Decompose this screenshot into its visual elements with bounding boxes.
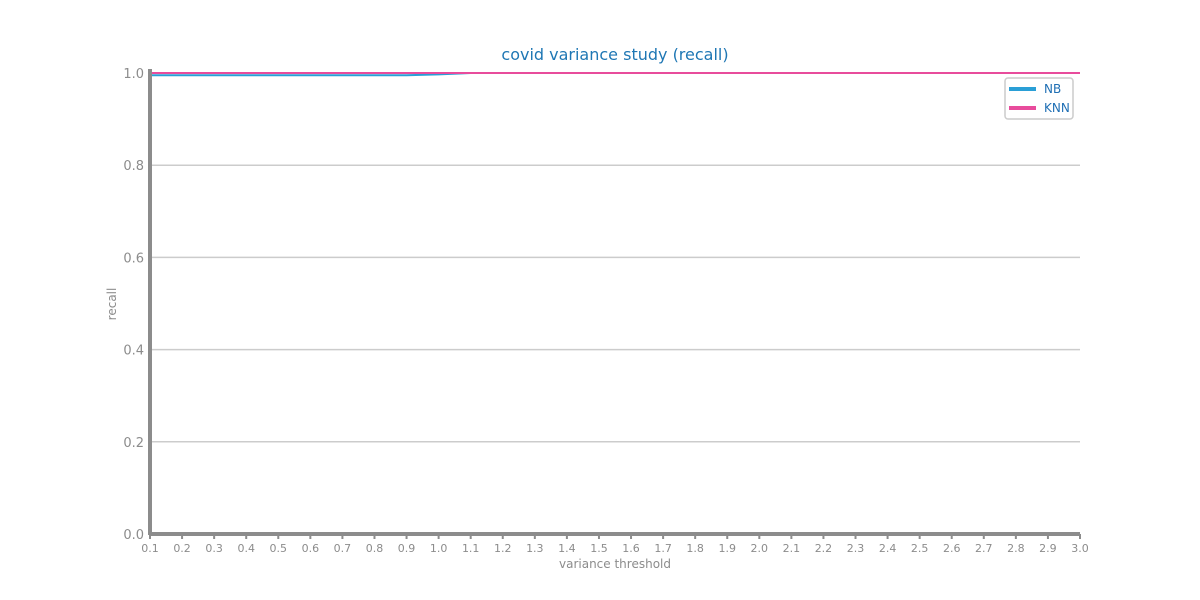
x-tick-label: 2.6 [943,542,961,555]
x-tick-label: 2.0 [751,542,769,555]
x-tick-label: 1.9 [718,542,736,555]
x-tick-label: 0.9 [398,542,416,555]
y-axis-label: recall [105,288,119,321]
x-tick-label: 0.4 [237,542,255,555]
x-tick-label: 0.6 [302,542,320,555]
x-tick-label: 1.4 [558,542,576,555]
y-tick-label: 0.8 [123,159,144,174]
legend-label-nb: NB [1044,82,1061,96]
x-tick-label: 2.8 [1007,542,1025,555]
x-tick-label: 0.2 [173,542,191,555]
x-tick-label: 1.2 [494,542,512,555]
x-tick-label: 0.8 [366,542,384,555]
x-tick-label: 0.7 [334,542,352,555]
series-lines [150,72,1080,77]
x-tick-label: 1.5 [590,542,608,555]
legend-label-knn: KNN [1044,101,1070,115]
x-tick-label: 1.8 [686,542,704,555]
y-tick-label: 0.0 [123,528,144,543]
y-tick-label: 0.4 [123,344,144,359]
x-tick-label: 0.1 [141,542,159,555]
x-tick-label: 1.1 [462,542,480,555]
y-tick-label: 1.0 [123,67,144,82]
x-tick-label: 0.5 [270,542,288,555]
x-tick-label: 2.2 [815,542,833,555]
x-tick-label: 2.4 [879,542,897,555]
y-tick-label: 0.2 [123,436,144,451]
x-tick-label: 2.1 [783,542,801,555]
x-tick-label: 3.0 [1071,542,1089,555]
x-tick-label: 1.3 [526,542,544,555]
x-tick-label: 2.3 [847,542,865,555]
tick-labels: 0.0 0.2 0.4 0.6 0.8 1.0 0.1 0.2 0.3 0.4 0.5 0.6 0.7 0… [123,67,1088,555]
chart-title: covid variance study (recall) [501,45,728,64]
x-axis-label: variance threshold [559,557,671,571]
legend: NB KNN [1004,77,1074,120]
x-tick-label: 0.3 [205,542,223,555]
grid-lines [150,72,1080,443]
axes [148,69,1081,539]
x-tick-label: 1.6 [622,542,640,555]
x-tick-label: 2.9 [1039,542,1057,555]
x-tick-label: 1.7 [654,542,672,555]
x-tick-label: 1.0 [430,542,448,555]
x-tick-label: 2.7 [975,542,993,555]
y-tick-label: 0.6 [123,251,144,266]
x-tick-label: 2.5 [911,542,929,555]
